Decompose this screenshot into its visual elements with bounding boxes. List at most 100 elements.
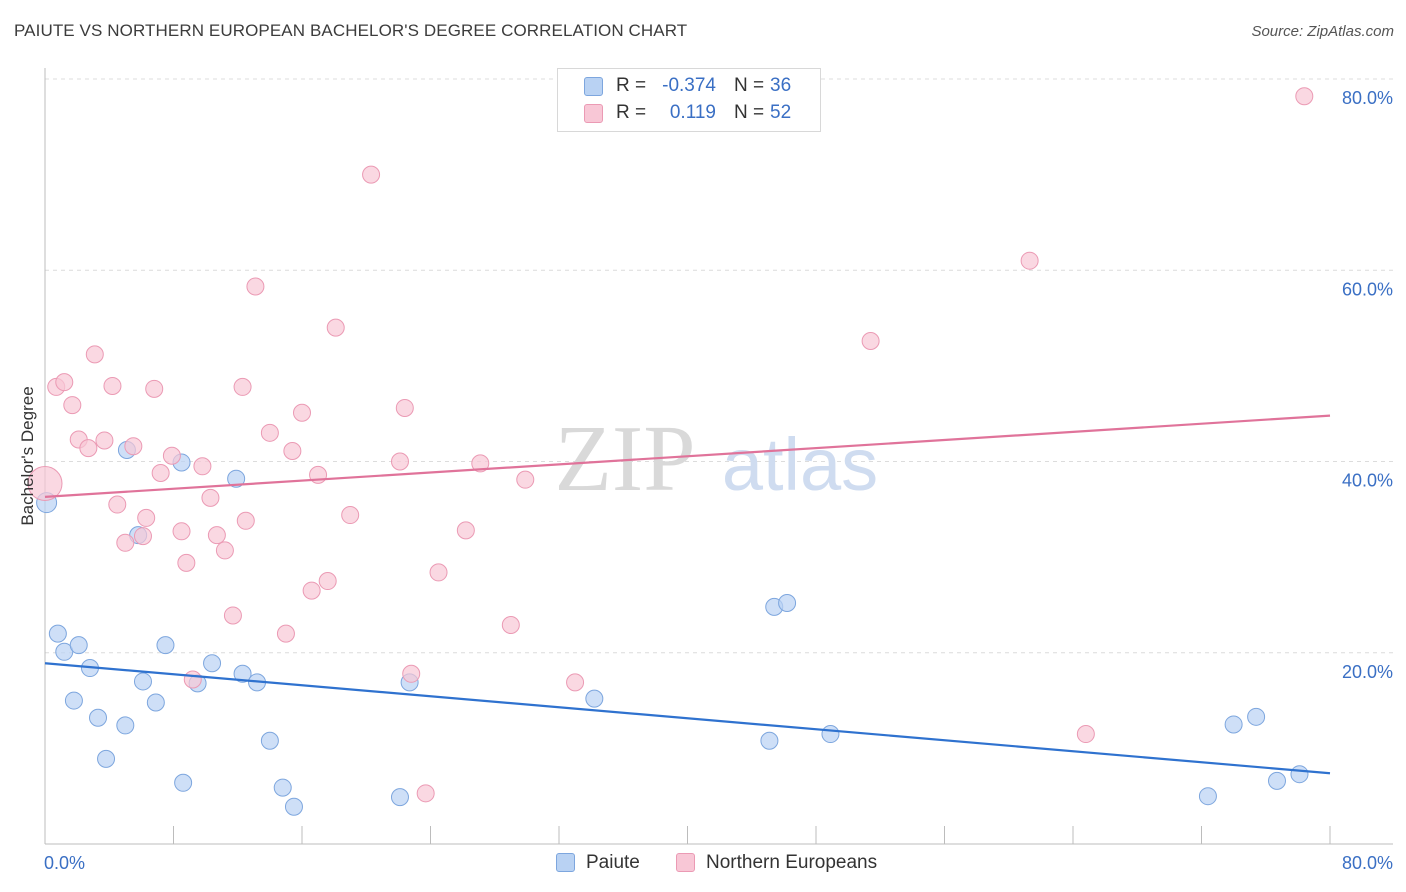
- northern-europeans-point: [1020, 251, 1039, 270]
- paiute-point: [48, 624, 67, 643]
- northern-europeans-point: [162, 446, 181, 465]
- northern-europeans-point: [362, 165, 381, 184]
- northern-europeans-point: [116, 533, 135, 552]
- northern-europeans-point: [177, 553, 196, 572]
- paiute-point: [233, 664, 252, 683]
- y-tick-label: 60.0%: [1342, 279, 1393, 299]
- paiute-point: [273, 778, 292, 797]
- paiute-point: [203, 654, 222, 673]
- paiute-point: [69, 636, 88, 655]
- stats-legend: R = -0.374 N = 36 R = 0.119 N = 52: [557, 68, 821, 132]
- northern-europeans-point: [223, 606, 242, 625]
- paiute-point: [1267, 771, 1286, 790]
- paiute-point: [1198, 787, 1217, 806]
- northern-europeans-swatch: [676, 853, 695, 872]
- northern-europeans-point: [566, 673, 585, 692]
- northern-europeans-point: [183, 670, 202, 689]
- northern-europeans-point: [151, 463, 170, 482]
- chart-title: PAIUTE VS NORTHERN EUROPEAN BACHELOR'S D…: [14, 21, 688, 40]
- n-value: 36: [770, 75, 792, 96]
- paiute-point: [146, 693, 165, 712]
- northern-europeans-point: [103, 376, 122, 395]
- northern-europeans-point: [193, 457, 212, 476]
- northern-europeans-point: [456, 521, 475, 540]
- northern-europeans-point: [341, 506, 360, 525]
- watermark-atlas: atlas: [722, 423, 878, 506]
- watermark: ZIP atlas: [555, 407, 879, 511]
- legend-label: Northern Europeans: [706, 852, 878, 873]
- paiute-point: [760, 731, 779, 750]
- northern-europeans-point: [201, 488, 220, 507]
- northern-europeans-point: [1076, 725, 1095, 744]
- axes: [44, 68, 1393, 845]
- northern-europeans-point: [85, 345, 104, 364]
- northern-europeans-point: [95, 431, 114, 450]
- y-axis-label: Bachelor's Degree: [18, 386, 37, 526]
- y-tick-label: 80.0%: [1342, 88, 1393, 108]
- r-value: -0.374: [662, 75, 716, 96]
- paiute-point: [227, 469, 246, 488]
- n-label: N =: [734, 75, 765, 96]
- northern-europeans-point: [429, 563, 448, 582]
- x-tick-label: 80.0%: [1342, 853, 1393, 873]
- data-points: [27, 87, 1314, 816]
- northern-europeans-point: [302, 581, 321, 600]
- northern-europeans-point: [293, 403, 311, 422]
- trend-lines: [44, 414, 1331, 775]
- paiute-swatch: [556, 853, 575, 872]
- northern-europeans-point: [145, 379, 164, 398]
- paiute-point: [133, 672, 152, 691]
- northern-europeans-point: [516, 470, 535, 489]
- northern-europeans-point: [108, 495, 127, 514]
- n-label: N =: [734, 102, 765, 123]
- paiute-trend-line: [44, 662, 1331, 775]
- paiute-point: [284, 797, 303, 816]
- northern-europeans-point: [402, 664, 421, 683]
- r-value: 0.119: [669, 102, 716, 123]
- northern-europeans-point: [416, 784, 435, 803]
- paiute-point: [585, 689, 604, 708]
- northern-europeans-point: [124, 437, 143, 456]
- northern-europeans-point: [172, 522, 191, 541]
- northern-europeans-point: [207, 526, 226, 545]
- paiute-point: [156, 636, 175, 655]
- northern-europeans-point: [137, 508, 156, 527]
- legend-label: Paiute: [586, 852, 640, 873]
- paiute-point: [390, 788, 409, 807]
- northern-europeans-point: [276, 624, 295, 643]
- northern-europeans-point: [1295, 87, 1314, 106]
- stats-row-northern-europeans: R = 0.119 N = 52: [558, 100, 820, 126]
- gridlines: [45, 78, 1393, 654]
- paiute-point: [64, 691, 83, 710]
- northern-europeans-point: [215, 541, 234, 560]
- northern-europeans-point: [260, 423, 279, 442]
- northern-europeans-point: [283, 441, 302, 460]
- northern-europeans-point: [471, 454, 490, 473]
- r-label: R =: [616, 75, 647, 96]
- paiute-point: [174, 773, 193, 792]
- northern-europeans-trend-line: [44, 414, 1331, 498]
- paiute-swatch: [584, 77, 603, 96]
- paiute-point: [778, 594, 797, 613]
- northern-europeans-point: [233, 377, 252, 396]
- paiute-point: [89, 708, 108, 727]
- northern-europeans-point: [326, 318, 345, 337]
- paiute-point: [1290, 765, 1309, 784]
- northern-europeans-point: [55, 373, 74, 392]
- northern-europeans-point: [395, 398, 414, 417]
- northern-europeans-point: [390, 452, 409, 471]
- northern-europeans-point: [501, 616, 520, 635]
- watermark-zip: ZIP: [555, 407, 696, 511]
- paiute-point: [1224, 715, 1243, 734]
- tick-labels: 20.0% 40.0% 60.0% 80.0% 0.0% 80.0%: [44, 88, 1393, 873]
- northern-europeans-point: [133, 527, 152, 546]
- x-tick-label: 0.0%: [44, 853, 85, 873]
- northern-europeans-point: [861, 332, 880, 351]
- northern-europeans-swatch: [584, 104, 603, 123]
- northern-europeans-point: [318, 572, 337, 591]
- n-value: 52: [770, 102, 792, 123]
- source-credit: Source: ZipAtlas.com: [1251, 23, 1394, 40]
- stats-row-paiute: R = -0.374 N = 36: [558, 73, 820, 99]
- y-tick-label: 40.0%: [1342, 471, 1393, 491]
